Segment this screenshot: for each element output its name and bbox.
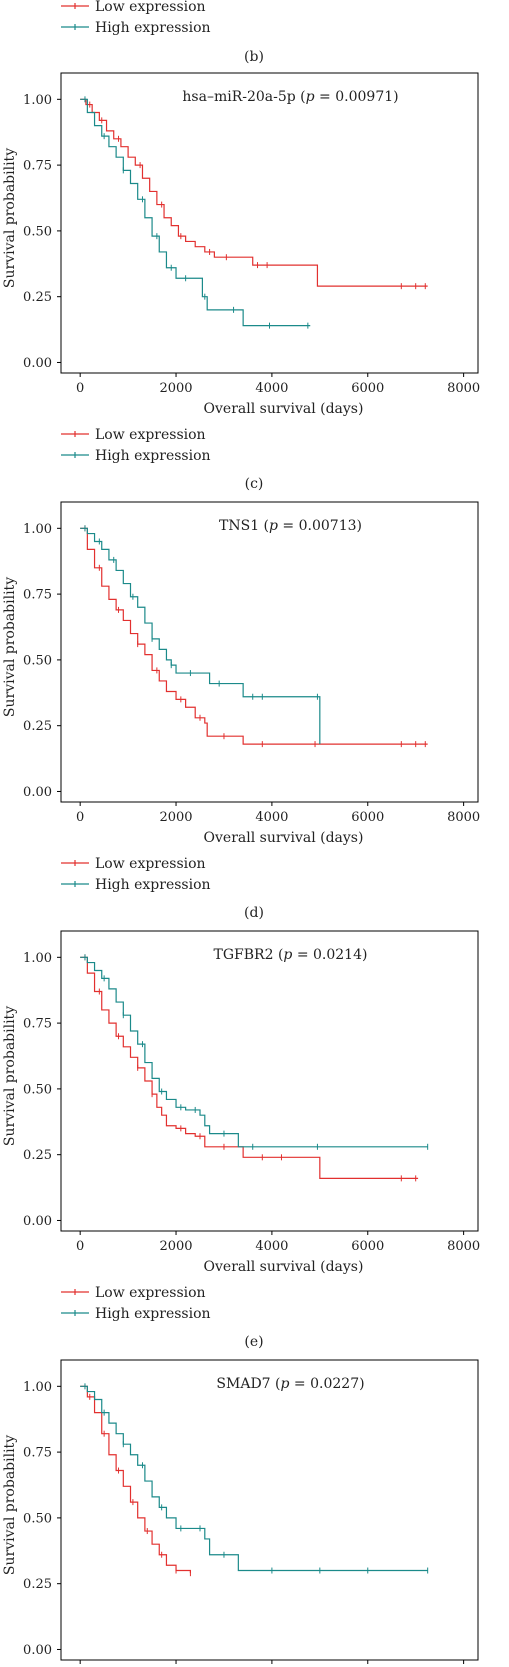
y-tick-label: 0.75: [23, 1017, 52, 1032]
x-tick-label: 6000: [351, 1239, 384, 1254]
y-tick-label: 0.75: [23, 159, 52, 174]
y-tick-label: 0.25: [23, 719, 52, 734]
y-axis-label: Survival probability: [2, 1435, 18, 1575]
km-curve-low: [80, 527, 428, 745]
km-curve-high: [80, 956, 428, 1148]
x-tick-label: 8000: [447, 381, 480, 396]
x-axis-label: Overall survival (days): [204, 401, 364, 417]
caption-c: (c): [245, 476, 264, 492]
legend-top: Low expression High expression (b): [61, 0, 264, 65]
y-tick-label: 0.00: [23, 1643, 52, 1658]
y-tick-label: 1.00: [23, 1380, 52, 1395]
km-curve-high: [80, 527, 321, 745]
plot-title: SMAD7 (p = 0.0227): [216, 1376, 364, 1392]
y-tick-label: 0.50: [23, 1082, 52, 1097]
legend-label-high: High expression: [95, 877, 211, 893]
km-panel-3: 0.00 0.25 0.50 0.75 1.00 0 2000 4000 6000 8000 Ove…: [2, 930, 480, 1350]
km-curve-low: [80, 98, 428, 287]
plot-title: hsa–miR-20a-5p (p = 0.00971): [182, 89, 398, 105]
x-tick-label: 2000: [159, 1239, 192, 1254]
legend-label-low: Low expression: [95, 1285, 206, 1301]
y-tick-label: 0.25: [23, 1577, 52, 1592]
y-tick-label: 1.00: [23, 522, 52, 537]
y-axis-label: Survival probability: [2, 148, 18, 288]
y-axis-label: Survival probability: [2, 1006, 18, 1146]
legend-top: Low expression High expression: [61, 0, 211, 36]
y-tick-label: 0.75: [23, 588, 52, 603]
x-tick-label: 4000: [255, 1239, 288, 1254]
plot-title: TNS1 (p = 0.00713): [219, 518, 362, 534]
plot-frame: [60, 501, 479, 803]
legend-panel-1: Low expression High expression: [61, 427, 211, 464]
y-tick-label: 0.50: [23, 653, 52, 668]
legend-panel-2: Low expression High expression: [61, 856, 211, 893]
legend-label-low: Low expression: [95, 856, 206, 872]
x-tick-label: 2000: [159, 381, 192, 396]
x-tick-label: 0: [76, 1239, 84, 1254]
legend-label-low: Low expression: [95, 0, 206, 15]
y-tick-label: 0.25: [23, 290, 52, 305]
y-tick-label: 0.50: [23, 224, 52, 239]
y-tick-label: 0.00: [23, 356, 52, 371]
plot-frame: [60, 930, 479, 1232]
km-curve-low: [80, 956, 419, 1179]
x-tick-label: 8000: [447, 810, 480, 825]
x-tick-label: 0: [76, 810, 84, 825]
plot-frame: [60, 1359, 479, 1661]
y-tick-label: 0.75: [23, 1446, 52, 1461]
km-curve-low: [80, 1385, 192, 1574]
legend-panel-3: Low expression High expression: [61, 1285, 211, 1322]
x-tick-label: 2000: [159, 810, 192, 825]
x-axis-label: Overall survival (days): [204, 1259, 364, 1275]
x-tick-label: 4000: [255, 381, 288, 396]
y-tick-label: 0.25: [23, 1148, 52, 1163]
y-tick-label: 0.50: [23, 1511, 52, 1526]
x-tick-label: 0: [76, 381, 84, 396]
plot-title: TGFBR2 (p = 0.0214): [214, 947, 368, 963]
legend-label-high: High expression: [95, 448, 211, 464]
y-tick-label: 1.00: [23, 93, 52, 108]
y-tick-label: 1.00: [23, 951, 52, 966]
caption-d: (d): [244, 905, 264, 921]
x-axis-label: Overall survival (days): [204, 830, 364, 846]
y-tick-label: 0.00: [23, 1214, 52, 1229]
x-tick-label: 8000: [447, 1239, 480, 1254]
y-axis-label: Survival probability: [2, 577, 18, 717]
km-panel-1: 0.00 0.25 0.50 0.75 1.00 0 2000 4000 6000 8000 Ove…: [2, 72, 480, 492]
km-curve-high: [80, 98, 311, 327]
km-panel-2: 0.00 0.25 0.50 0.75 1.00 0 2000 4000 6000 8000 Ove…: [2, 501, 480, 921]
km-panel-4: 0.000.250.500.751.0002000400060008000Ove…: [2, 1359, 479, 1664]
caption-e: (e): [244, 1334, 263, 1350]
x-tick-label: 6000: [351, 810, 384, 825]
km-curve-high: [80, 1385, 428, 1572]
plot-frame: [60, 72, 479, 374]
legend-label-high: High expression: [95, 20, 211, 36]
legend-label-high: High expression: [95, 1306, 211, 1322]
caption-b: (b): [244, 49, 264, 65]
legend-label-low: Low expression: [95, 427, 206, 443]
km-panels: 0.00 0.25 0.50 0.75 1.00 0 2000 4000 6000 8000 Ove…: [2, 72, 480, 1664]
y-tick-label: 0.00: [23, 785, 52, 800]
x-tick-label: 6000: [351, 381, 384, 396]
x-tick-label: 4000: [255, 810, 288, 825]
